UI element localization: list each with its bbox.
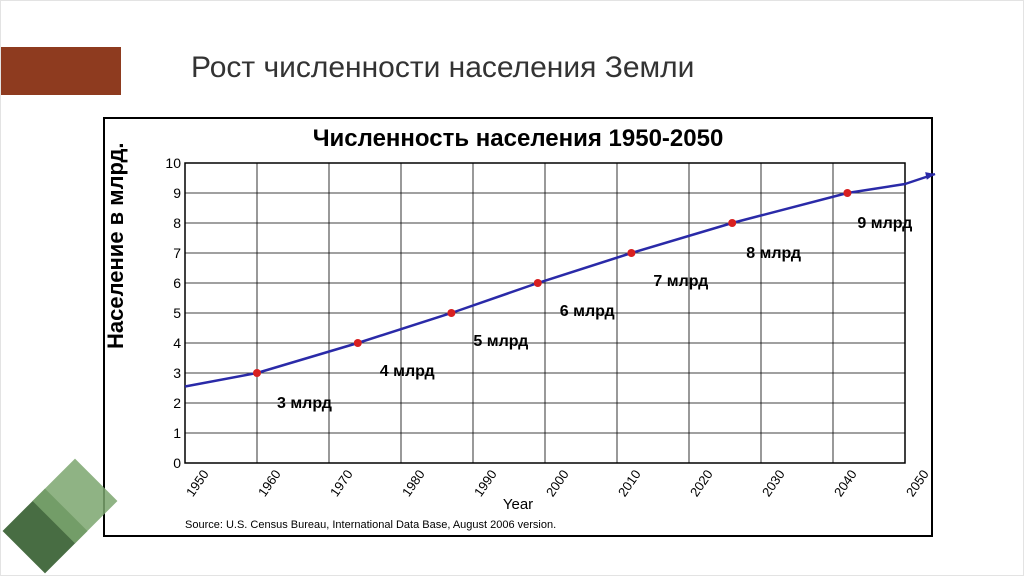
xtick-label: 2020 [687, 467, 716, 499]
xtick-label: 2030 [759, 467, 788, 499]
ytick-label: 7 [173, 245, 181, 261]
point-label: 3 млрд [277, 395, 332, 413]
point-label: 9 млрд [857, 215, 912, 233]
xtick-label: 2040 [831, 467, 860, 499]
point-label: 6 млрд [560, 303, 615, 321]
chart-source: Source: U.S. Census Bureau, Internationa… [185, 519, 556, 531]
slide-title: Рост численности населения Земли [191, 51, 694, 85]
xtick-label: 1960 [255, 467, 284, 499]
ytick-label: 6 [173, 275, 181, 291]
ytick-label: 8 [173, 215, 181, 231]
xtick-label: 1970 [327, 467, 356, 499]
ytick-label: 1 [173, 425, 181, 441]
slide: Рост численности населения Земли Численн… [0, 0, 1024, 576]
ytick-label: 5 [173, 305, 181, 321]
point-label: 5 млрд [473, 333, 528, 351]
plot-area [185, 163, 905, 463]
chart-ylabel: Население в млрд. [103, 142, 129, 349]
accent-bar [1, 47, 121, 95]
xtick-label: 2010 [615, 467, 644, 499]
ytick-label: 0 [173, 455, 181, 471]
ytick-label: 2 [173, 395, 181, 411]
population-chart: Численность населения 1950-2050 Населени… [103, 117, 933, 537]
chart-title: Численность населения 1950-2050 [105, 125, 931, 153]
chart-xlabel: Year [105, 496, 931, 513]
point-label: 7 млрд [653, 273, 708, 291]
ytick-label: 9 [173, 185, 181, 201]
xtick-label: 1990 [471, 467, 500, 499]
ytick-label: 4 [173, 335, 181, 351]
xtick-label: 1980 [399, 467, 428, 499]
ytick-label: 3 [173, 365, 181, 381]
xtick-label: 2000 [543, 467, 572, 499]
ytick-label: 10 [165, 155, 181, 171]
xtick-label: 1950 [183, 467, 212, 499]
xtick-label: 2050 [903, 467, 932, 499]
point-label: 4 млрд [380, 363, 435, 381]
chart-svg [185, 163, 905, 463]
point-label: 8 млрд [746, 245, 801, 263]
